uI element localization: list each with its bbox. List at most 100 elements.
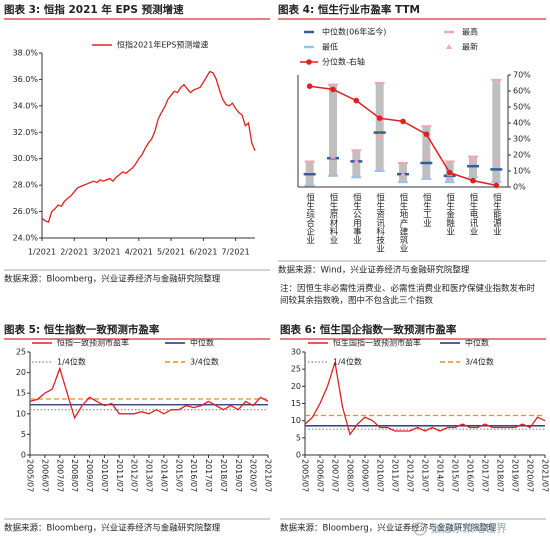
legend-label: 最高 [462, 27, 478, 37]
x-tick-label: 7/2021 [222, 248, 250, 257]
x-tick-label: 2011/07 [391, 459, 400, 492]
x-tick-label: 2021/07 [541, 459, 550, 492]
percentile-dot [493, 182, 500, 189]
chart-note: 注：因恒生非必需性消费业、必需性消费业和医疗保健业指数发布时间较其余指数晚，图中… [280, 284, 536, 306]
y-tick-label: 15 [16, 389, 26, 398]
latest-marker [353, 158, 360, 164]
x-tick-label: 2018/07 [496, 459, 505, 492]
latest-marker [470, 158, 476, 164]
series-line [41, 70, 256, 223]
latest-marker [330, 153, 336, 159]
legend-swatch [446, 44, 452, 49]
y-tick-label: 24.0% [13, 234, 39, 243]
y-tick-label: 5 [21, 430, 26, 439]
source: 数据来源：Bloomberg，兴业证券经济与金融研究院整理 [4, 523, 221, 534]
y-tick-label: 26.0% [13, 207, 39, 216]
range-bar [492, 79, 501, 183]
y-tick-label: 20 [16, 368, 26, 377]
legend-label: 1/4位数 [57, 357, 86, 367]
legend-label: 恒指一致预测市盈率 [57, 338, 129, 348]
y-tick-label: 25 [16, 348, 26, 357]
x-tick-label: 2017/07 [481, 459, 490, 492]
y2-tick-label: 70% [513, 71, 531, 80]
legend-label: 1/4位数 [333, 357, 362, 367]
x-tick-label: 2006/07 [316, 459, 325, 492]
x-tick-label: 3/2021 [92, 248, 120, 257]
y-tick-label: 15 [291, 399, 301, 408]
x-tick-label: 2006/07 [40, 459, 49, 492]
x-tick-label: 恒生公用事业 [351, 192, 361, 244]
y-tick-label: 0 [21, 451, 26, 460]
y-tick-label: 30.0% [13, 154, 39, 163]
percentile-dot [470, 177, 476, 184]
x-tick-label: 2/2021 [60, 248, 88, 257]
latest-marker [493, 156, 500, 162]
x-tick-label: 2011/07 [115, 459, 124, 492]
range-bar [352, 150, 361, 178]
y2-tick-label: 40% [513, 119, 531, 128]
latest-marker [376, 132, 383, 138]
x-tick-label: 2008/07 [346, 459, 355, 492]
x-tick-label: 2010/07 [376, 459, 385, 492]
y-tick-label: 34.0% [13, 101, 39, 110]
x-tick-label: 2005/07 [301, 459, 310, 492]
y2-tick-label: 30% [513, 135, 531, 144]
x-tick-label: 6/2021 [189, 248, 217, 257]
source: 数据来源：Bloomberg，兴业证券经济与金融研究院整理 [280, 523, 497, 534]
x-tick-label: 2005/07 [26, 459, 35, 492]
y-tick-label: 0 [296, 451, 301, 460]
x-tick-label: 4/2021 [125, 248, 153, 257]
y-tick-label: 30 [291, 348, 301, 357]
y2-tick-label: 20% [513, 151, 531, 160]
x-tick-label: 2019/07 [511, 459, 520, 492]
source: 数据来源：Wind，兴业证券经济与金融研究院整理 [278, 265, 470, 276]
legend-label: 中位数 [465, 338, 489, 348]
x-tick-label: 2008/07 [70, 459, 79, 492]
x-tick-label: 2012/07 [130, 459, 139, 492]
y2-tick-label: 0% [513, 183, 526, 192]
percentile-dot [306, 83, 313, 89]
x-tick-label: 2015/07 [174, 459, 183, 492]
y2-tick-label: 50% [513, 103, 531, 112]
y-tick-label: 38.0% [13, 49, 39, 58]
y-tick-label: 5 [296, 433, 301, 442]
x-tick-label: 2020/07 [249, 459, 258, 492]
percentile-dot [353, 97, 360, 104]
latest-marker [400, 171, 406, 177]
x-tick-label: 2017/07 [204, 459, 213, 492]
x-tick-label: 恒生资讯科技业 [375, 192, 385, 252]
watermark-icon [413, 522, 427, 536]
x-tick-label: 2007/07 [55, 459, 64, 492]
source: 数据来源：Bloomberg，兴业证券经济与金融研究院整理 [4, 274, 221, 285]
range-bar [375, 83, 384, 171]
legend-swatch [306, 59, 312, 65]
x-tick-label: 恒生能源业 [491, 192, 501, 235]
legend-label: 3/4位数 [465, 357, 494, 367]
percentile-dot [330, 86, 336, 93]
series-line [29, 366, 269, 420]
legend-label: 恒生国指一致预测市盈率 [333, 338, 421, 348]
legend-label: 中位数(06年迄今) [322, 27, 386, 37]
legend-label: 最低 [322, 42, 338, 52]
x-tick-label: 2010/07 [100, 459, 109, 492]
y2-tick-label: 10% [513, 167, 531, 176]
x-tick-label: 2015/07 [451, 459, 460, 492]
percentile-dot [400, 118, 406, 125]
y-tick-label: 10 [291, 416, 301, 425]
x-tick-label: 2016/07 [189, 459, 198, 492]
legend-label: 分位数-右轴 [322, 57, 365, 67]
x-tick-label: 2021/07 [264, 459, 273, 492]
range-bar [329, 84, 337, 176]
y-tick-label: 20 [291, 382, 301, 391]
latest-marker [423, 152, 430, 157]
y-tick-label: 28.0% [13, 181, 39, 190]
latest-marker [306, 168, 313, 173]
panel-title: 图表 4: 恒生行业市盈率 TTM [278, 3, 420, 16]
x-tick-label: 2016/07 [466, 459, 475, 492]
x-tick-label: 2007/07 [331, 459, 340, 492]
x-tick-label: 恒生电讯业 [468, 192, 478, 235]
x-tick-label: 2014/07 [159, 459, 168, 492]
x-tick-label: 2013/07 [421, 459, 430, 492]
